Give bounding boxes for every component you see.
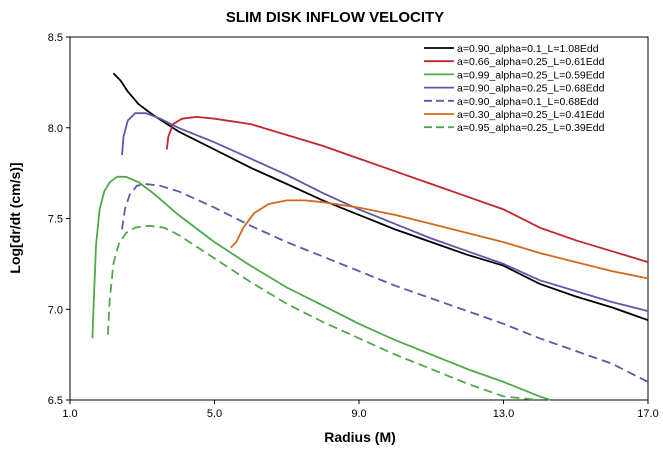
legend-label-5: a=0.90_alpha=0.1_L=0.68Edd [457,96,599,108]
y-axis-title: Log[dr/dt (cm/s)] [7,162,23,273]
x-tick-label: 5.0 [207,408,222,420]
legend: a=0.90_alpha=0.1_L=1.08Edda=0.66_alpha=0… [424,43,605,134]
series-line-1 [112,72,649,321]
legend-label-6: a=0.30_alpha=0.25_L=0.41Edd [457,109,605,121]
series-line-7 [107,224,540,401]
x-tick-label: 9.0 [351,408,366,420]
y-tick-label: 8.0 [48,123,63,135]
series-line-4 [121,112,649,312]
legend-label-4: a=0.90_alpha=0.25_L=0.68Edd [457,83,605,95]
y-tick-label: 7.5 [48,214,63,226]
series-lines [91,72,649,401]
y-tick-label: 8.5 [48,32,63,44]
series-line-2 [165,116,649,263]
y-tick-label: 6.5 [48,395,63,407]
legend-label-7: a=0.95_alpha=0.25_L=0.39Edd [457,122,605,134]
x-tick-label: 17.0 [637,408,658,420]
legend-label-2: a=0.66_alpha=0.25_L=0.61Edd [457,56,605,68]
legend-label-1: a=0.90_alpha=0.1_L=1.08Edd [457,43,599,55]
y-tick-label: 7.0 [48,304,63,316]
chart-title: SLIM DISK INFLOW VELOCITY [226,9,444,26]
series-line-3 [91,175,551,401]
legend-label-3: a=0.99_alpha=0.25_L=0.59Edd [457,69,605,81]
series-line-6 [230,199,649,280]
x-tick-label: 1.0 [62,408,77,420]
series-line-5 [121,183,649,383]
x-tick-label: 13.0 [493,408,514,420]
axis-ticks: 1.0 5.0 9.0 13.0 17.0 6.5 7.0 7.5 8.0 8.5 [48,32,659,420]
x-axis-title: Radius (M) [324,429,396,445]
